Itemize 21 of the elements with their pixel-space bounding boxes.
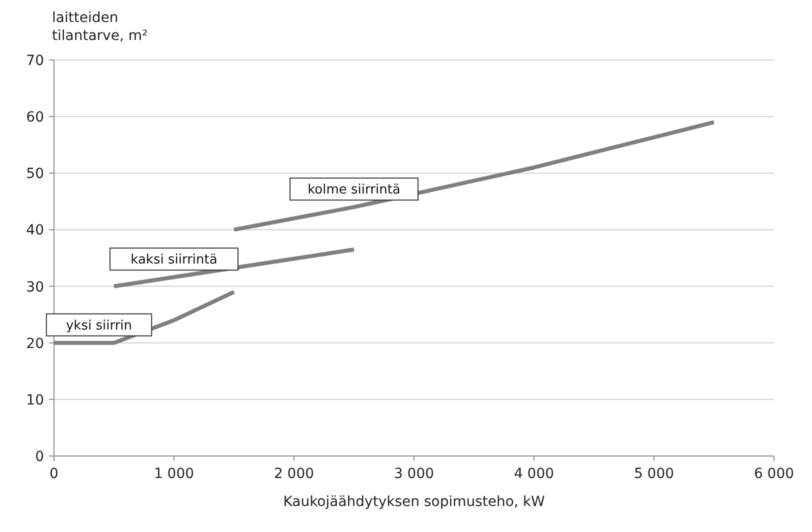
x-tick-label: 2 000 — [274, 466, 314, 482]
series-label: yksi siirrin — [66, 318, 132, 334]
x-tick-label: 0 — [50, 466, 58, 482]
y-axis-title: laitteiden tilantarve, m² — [52, 10, 148, 44]
x-tick-label: 5 000 — [634, 466, 674, 482]
x-axis-title: Kaukojäähdytyksen sopimusteho, kW — [283, 494, 545, 510]
y-tick-label: 40 — [26, 222, 44, 239]
x-tick-label: 6 000 — [754, 466, 794, 482]
y-tick-label: 50 — [26, 166, 44, 182]
line-series — [232, 120, 716, 232]
y-tick-label: 60 — [26, 110, 44, 126]
series-label: kaksi siirrintä — [130, 252, 218, 268]
x-tick-label: 4 000 — [514, 466, 554, 482]
y-tick-label: 10 — [26, 392, 44, 408]
y-tick-label: 70 — [26, 53, 44, 69]
y-tick-label: 30 — [26, 279, 44, 296]
y-tick-label: 0 — [35, 449, 44, 465]
x-tick-label: 3 000 — [394, 466, 434, 482]
y-tick-label: 20 — [26, 336, 44, 352]
series-label: kolme siirrintä — [308, 182, 400, 198]
x-tick-label: 1 000 — [154, 466, 194, 482]
